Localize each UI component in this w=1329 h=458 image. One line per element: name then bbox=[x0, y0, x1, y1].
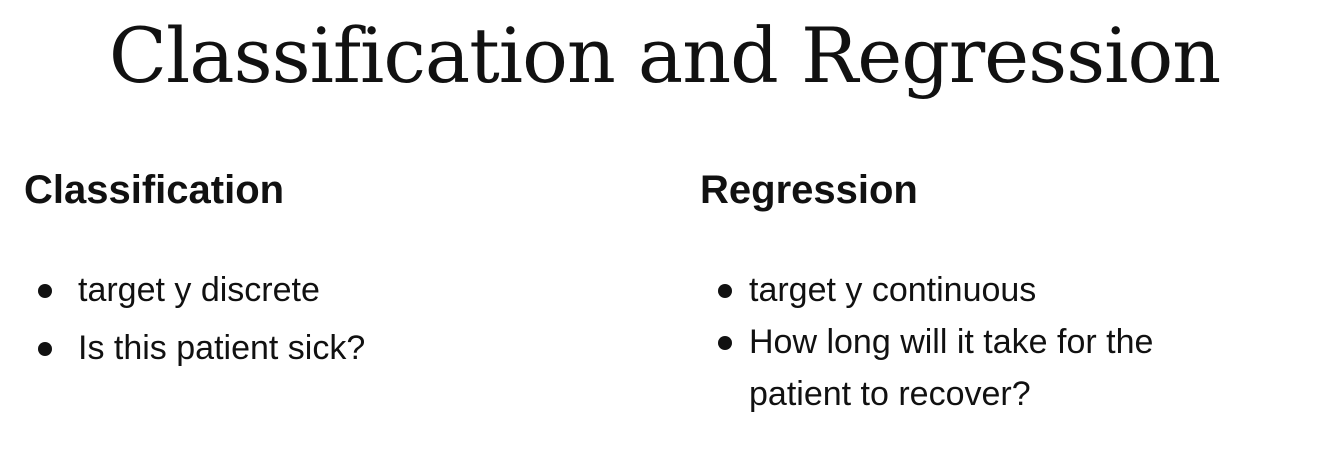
list-item: Is this patient sick? bbox=[24, 322, 644, 374]
bullet-icon bbox=[38, 284, 52, 298]
bullet-icon bbox=[38, 342, 52, 356]
bullet-icon bbox=[718, 336, 732, 350]
regression-heading: Regression bbox=[700, 168, 918, 212]
list-item-text: target y discrete bbox=[78, 271, 320, 309]
classification-column: Classification target y discrete Is this… bbox=[24, 166, 644, 367]
bullet-icon bbox=[718, 284, 732, 298]
list-item: target y discrete bbox=[24, 264, 644, 316]
list-item-text: target y continuous bbox=[749, 271, 1037, 309]
classification-bullet-list: target y discrete Is this patient sick? bbox=[24, 264, 644, 380]
classification-heading: Classification bbox=[24, 168, 285, 212]
regression-bullet-list: target y continuous How long will it tak… bbox=[700, 264, 1260, 420]
list-item-text: Is this patient sick? bbox=[78, 329, 366, 367]
regression-column: Regression target y continuous How long … bbox=[700, 166, 1260, 413]
list-item-text: How long will it take for the patient to… bbox=[749, 323, 1154, 413]
list-item: How long will it take for the patient to… bbox=[700, 316, 1260, 420]
slide-title: Classification and Regression bbox=[108, 11, 1221, 100]
list-item: target y continuous bbox=[700, 264, 1260, 316]
